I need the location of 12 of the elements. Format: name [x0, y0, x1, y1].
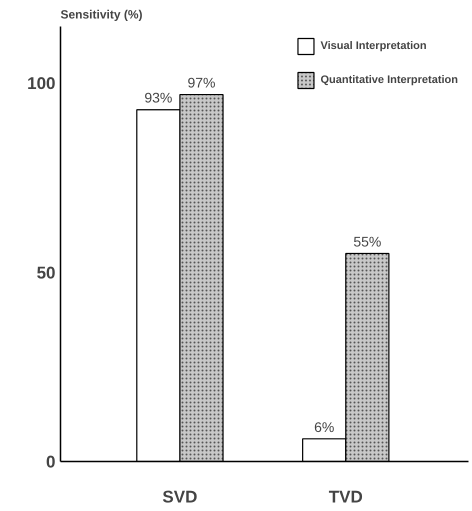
x-tick-label: SVD [162, 488, 198, 506]
data-label: 6% [314, 418, 334, 435]
y-tick-label: 0 [46, 452, 56, 472]
y-axis-title: Sensitivity (%) [60, 8, 143, 22]
data-label: 93% [144, 90, 172, 106]
y-tick-label: 50 [36, 263, 56, 282]
legend-label: Visual Interpretation [320, 40, 428, 52]
data-label: 97% [187, 74, 216, 91]
legend-label: Quantitative Interpretation [320, 74, 458, 86]
y-tick-label: 100 [27, 74, 56, 94]
x-tick-label: TVD [328, 488, 363, 506]
data-label: 55% [353, 233, 382, 250]
